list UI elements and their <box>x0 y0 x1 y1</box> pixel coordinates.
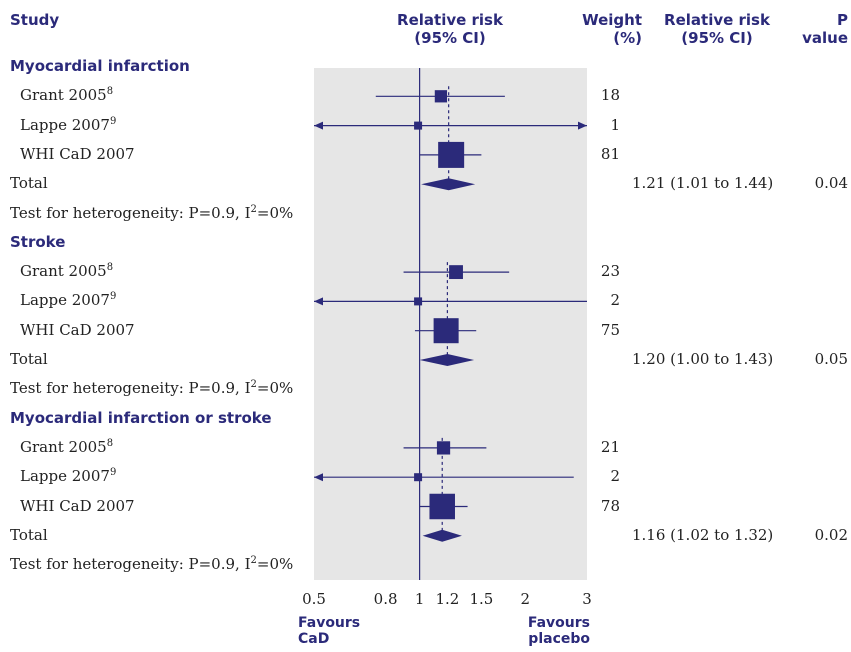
study-label: Lappe 20079 <box>20 291 116 309</box>
heterogeneity-superscript: 2 <box>250 203 257 215</box>
study-weight: 23 <box>600 262 620 281</box>
study-weight: 18 <box>600 86 620 105</box>
heterogeneity-text-suffix: =0% <box>256 379 294 398</box>
ci-arrow-left <box>314 473 323 482</box>
total-p-value: 0.02 <box>814 525 848 544</box>
header-study: Study <box>10 11 60 29</box>
study-weight: 1 <box>610 115 620 134</box>
study-label: Grant 20058 <box>20 438 113 456</box>
study-label: Lappe 20079 <box>20 116 116 134</box>
reference-superscript: 9 <box>109 291 117 303</box>
study-estimate-square <box>438 141 465 168</box>
study-label: WHI CaD 2007 <box>20 321 135 339</box>
group-title: Stroke <box>10 232 66 251</box>
study-name: WHI CaD 2007 <box>20 144 135 163</box>
total-estimate-diamond <box>419 354 475 366</box>
x-tick-label: 3 <box>582 590 592 608</box>
reference-superscript: 9 <box>109 467 117 479</box>
heterogeneity-text-suffix: =0% <box>256 203 294 222</box>
study-estimate-square <box>414 121 423 130</box>
study-estimate-square <box>436 441 451 455</box>
study-estimate-square <box>449 265 463 280</box>
study-name: WHI CaD 2007 <box>20 496 135 515</box>
x-tick-label: 2 <box>520 590 530 608</box>
favours-placebo-label: Favours placebo <box>527 615 590 647</box>
total-estimate-diamond <box>422 529 462 542</box>
header-relative-risk-text: Relative risk (95% CI) <box>664 11 770 47</box>
study-estimate-square <box>414 473 423 482</box>
x-tick-label: 0.8 <box>374 590 398 608</box>
heterogeneity-text: Test for heterogeneity: P=0.9, I <box>10 555 251 574</box>
study-weight: 78 <box>600 496 620 515</box>
heterogeneity-superscript: 2 <box>250 555 257 567</box>
study-label: Grant 20058 <box>20 86 113 104</box>
reference-superscript: 9 <box>109 115 117 127</box>
total-ci-text: 1.16 (1.02 to 1.32) <box>632 525 774 544</box>
total-estimate-diamond <box>421 178 476 191</box>
favours-cad-label: Favours CaD <box>298 615 361 647</box>
study-weight: 81 <box>600 144 620 163</box>
total-p-value: 0.05 <box>814 350 848 368</box>
reference-superscript: 8 <box>106 437 114 449</box>
heterogeneity-test: Test for heterogeneity: P=0.9, I2=0% <box>10 555 293 573</box>
total-label: Total <box>10 350 48 368</box>
study-estimate-square <box>434 90 448 103</box>
study-name: Grant 2005 <box>20 262 107 281</box>
study-label: Lappe 20079 <box>20 467 116 485</box>
total-label: Total <box>10 174 48 193</box>
heterogeneity-text: Test for heterogeneity: P=0.9, I <box>10 203 251 222</box>
header-relative-risk-plot: Relative risk (95% CI) <box>397 11 503 47</box>
study-name: Grant 2005 <box>20 86 107 105</box>
study-label: WHI CaD 2007 <box>20 145 135 163</box>
study-estimate-square <box>433 318 459 344</box>
study-name: Lappe 2007 <box>20 467 110 486</box>
heterogeneity-test: Test for heterogeneity: P=0.9, I2=0% <box>10 204 293 222</box>
x-tick-label: 1.5 <box>469 590 493 608</box>
heterogeneity-test: Test for heterogeneity: P=0.9, I2=0% <box>10 379 293 397</box>
total-label: Total <box>10 525 48 544</box>
reference-superscript: 8 <box>106 262 114 274</box>
heterogeneity-superscript: 2 <box>250 379 257 391</box>
reference-superscript: 8 <box>106 86 114 98</box>
header-weight: Weight (%) <box>582 11 642 47</box>
study-estimate-square <box>414 297 423 306</box>
study-name: Lappe 2007 <box>20 115 110 134</box>
heterogeneity-text: Test for heterogeneity: P=0.9, I <box>10 379 251 398</box>
study-name: WHI CaD 2007 <box>20 320 135 339</box>
group-title: Myocardial infarction <box>10 57 190 75</box>
ci-arrow-right <box>578 121 587 130</box>
group-title: Myocardial infarction or stroke <box>10 408 272 427</box>
total-ci-text: 1.20 (1.00 to 1.43) <box>632 350 774 368</box>
study-name: Grant 2005 <box>20 437 107 456</box>
x-tick-label: 1.2 <box>435 590 459 608</box>
study-weight: 2 <box>610 291 620 310</box>
ci-arrow-left <box>314 297 323 306</box>
heterogeneity-text-suffix: =0% <box>256 555 294 574</box>
total-ci-text: 1.21 (1.01 to 1.44) <box>632 174 774 193</box>
study-weight: 2 <box>610 467 620 486</box>
study-label: WHI CaD 2007 <box>20 497 135 515</box>
study-label: Grant 20058 <box>20 262 113 280</box>
x-tick-label: 0.5 <box>302 590 326 608</box>
header-p-value: P value <box>802 11 848 47</box>
study-name: Lappe 2007 <box>20 291 110 310</box>
x-tick-label: 1 <box>415 590 425 608</box>
ci-arrow-left <box>314 121 323 130</box>
study-weight: 21 <box>600 437 620 456</box>
study-estimate-square <box>429 493 455 520</box>
study-weight: 75 <box>600 320 620 339</box>
total-p-value: 0.04 <box>814 174 848 193</box>
